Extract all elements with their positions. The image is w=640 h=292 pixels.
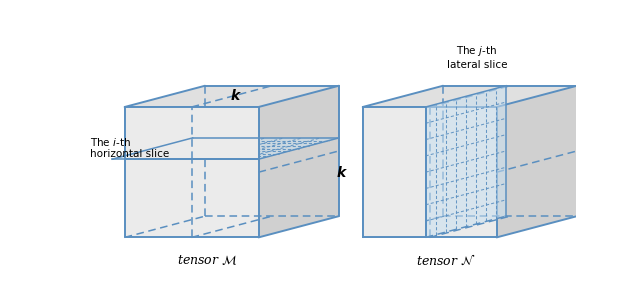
Polygon shape [363,86,577,107]
Polygon shape [112,138,339,159]
Polygon shape [259,86,339,237]
Text: tensor $\mathcal{M}$: tensor $\mathcal{M}$ [177,253,238,267]
Text: tensor $\mathcal{N}$: tensor $\mathcal{N}$ [416,253,476,267]
Polygon shape [497,86,577,237]
Polygon shape [125,107,259,237]
Text: The $i$-th
horizontal slice: The $i$-th horizontal slice [90,136,169,159]
Polygon shape [125,107,259,159]
Polygon shape [426,86,506,237]
Polygon shape [363,107,426,237]
Text: The $j$-th
lateral slice: The $j$-th lateral slice [447,44,507,69]
Polygon shape [363,107,497,237]
Polygon shape [125,86,339,107]
Text: $\boldsymbol{k}$: $\boldsymbol{k}$ [336,165,348,180]
Text: $\boldsymbol{k}$: $\boldsymbol{k}$ [230,88,242,103]
